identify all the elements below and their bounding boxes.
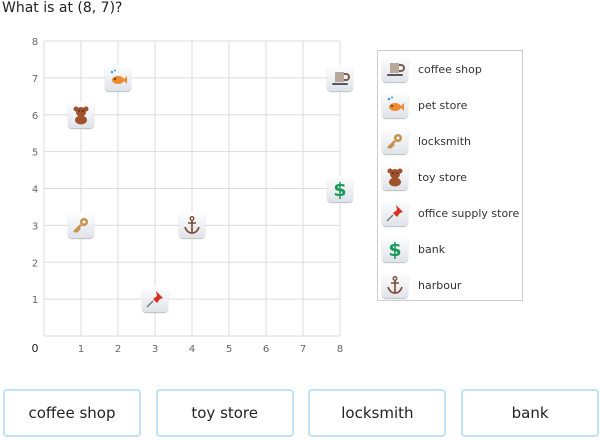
legend-label: office supply store [418,206,520,220]
answer-button[interactable]: coffee shop [3,389,141,437]
answer-button[interactable]: toy store [155,389,294,437]
legend-item: locksmith [382,126,471,156]
y-tick-label: 3 [32,221,38,232]
legend-label: bank [418,242,446,256]
y-tick-label: 5 [32,148,38,159]
legend-item: pet store [382,90,467,120]
legend: coffee shop pet store locksmith toy store of… [377,50,523,301]
map-point [179,212,205,239]
key-icon [68,212,94,239]
x-tick-label: 7 [300,344,306,355]
map-point [327,64,353,91]
pushpin-icon [142,286,168,313]
question-text: What is at (8, 7)? [2,0,123,16]
x-tick-label: 2 [115,344,121,355]
teddy-bear-icon [382,164,408,190]
y-tick-label: 6 [32,111,38,122]
legend-item: toy store [382,162,467,192]
legend-label: toy store [418,170,467,184]
legend-label: locksmith [418,134,471,148]
map-point: $ [327,175,353,202]
dollar-icon: $ [327,175,353,202]
dollar-icon: $ [382,236,408,262]
map-point [142,286,168,313]
legend-label: harbour [418,278,462,292]
svg-text:$: $ [388,239,401,259]
coffee-icon [382,56,408,82]
coordinate-grid: 0 1 2 3 4 5 6 7 8 1 2 3 4 5 6 7 8 [32,37,344,355]
answer-button[interactable]: locksmith [308,389,447,437]
x-tick-label: 3 [152,344,158,355]
fish-icon [382,92,408,118]
answer-button[interactable]: bank [461,389,600,437]
fish-icon [105,64,131,91]
legend-item: office supply store [382,198,519,228]
key-icon [382,128,408,154]
map-point [68,212,94,239]
legend-item: harbour [382,270,461,300]
legend-label: coffee shop [418,62,482,76]
legend-item: coffee shop [382,54,482,84]
teddy-bear-icon [68,101,94,128]
map-point [105,64,131,91]
anchor-icon [179,212,205,239]
anchor-icon [382,272,408,298]
coffee-icon [327,64,353,91]
legend-label: pet store [418,98,468,112]
x-tick-label: 4 [189,344,195,355]
pushpin-icon [382,200,408,226]
x-tick-label: 8 [337,344,343,355]
x-tick-label: 0 [32,342,39,355]
y-tick-label: 4 [32,185,38,196]
y-tick-label: 7 [32,74,38,85]
y-tick-label: 1 [32,295,38,306]
x-tick-label: 6 [263,344,269,355]
y-tick-label: 2 [32,258,38,269]
x-tick-label: 5 [226,344,232,355]
legend-item: $ bank [382,234,445,264]
x-tick-label: 1 [78,344,84,355]
y-tick-label: 8 [32,37,38,48]
svg-text:$: $ [333,179,346,199]
map-point [68,101,94,128]
